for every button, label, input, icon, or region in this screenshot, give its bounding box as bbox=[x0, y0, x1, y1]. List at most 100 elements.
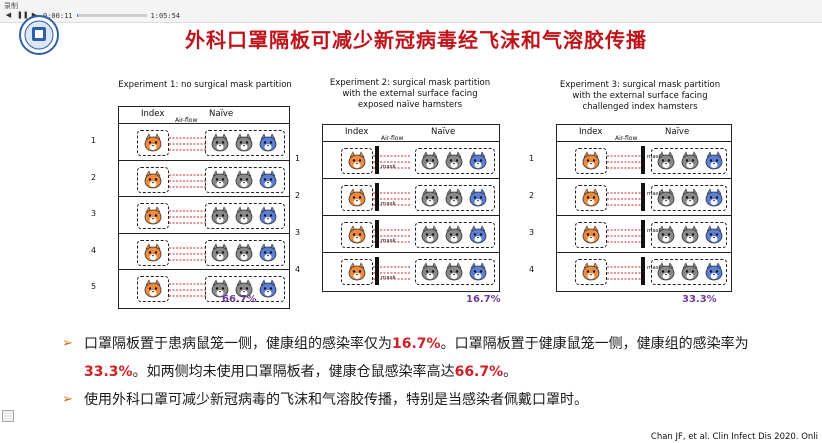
mask-label: mask bbox=[381, 275, 396, 281]
citation: Chan JF, et al. Clin Infect Dis 2020. On… bbox=[650, 432, 818, 442]
highlight-value: 33.3% bbox=[84, 364, 133, 380]
naive-cage bbox=[205, 276, 285, 302]
naive-cage bbox=[651, 222, 727, 248]
cage-row: 3 bbox=[91, 196, 289, 234]
naive-hamster-icon bbox=[469, 188, 487, 207]
naive-header: Naïve bbox=[209, 109, 234, 119]
index-cage bbox=[575, 259, 607, 285]
recorder-label: 录制 bbox=[4, 2, 18, 10]
cage-row: 2 bbox=[91, 159, 289, 198]
naive-cage bbox=[651, 148, 727, 174]
mask-label: mask bbox=[647, 191, 662, 197]
index-hamster-icon bbox=[144, 169, 162, 188]
naive-hamster-icon bbox=[705, 151, 723, 170]
naive-hamster-icon bbox=[657, 262, 675, 281]
mask-partition bbox=[375, 220, 379, 248]
cage-row: 4 bbox=[91, 232, 289, 271]
stop-icon[interactable]: ◀ bbox=[5, 11, 12, 19]
mask-partition bbox=[641, 220, 645, 248]
naive-cage bbox=[415, 222, 495, 248]
slide-title: 外科口罩隔板可减少新冠病毒经飞沫和气溶胶传播 bbox=[185, 28, 647, 52]
index-hamster-icon bbox=[144, 242, 162, 261]
naive-cage bbox=[205, 203, 285, 229]
airflow-label: Air-flow bbox=[175, 117, 198, 124]
university-logo bbox=[19, 15, 59, 55]
naive-hamster-icon bbox=[445, 225, 463, 244]
progress-bar[interactable] bbox=[76, 14, 147, 17]
naive-hamster-icon bbox=[211, 206, 229, 225]
record-icon[interactable]: ▶ bbox=[31, 11, 38, 19]
airflow-arrows bbox=[607, 192, 645, 206]
mask-partition bbox=[641, 257, 645, 285]
naive-hamster-icon bbox=[259, 169, 277, 188]
naive-hamster-icon bbox=[259, 279, 277, 298]
bullet-text: 口罩隔板置于患病鼠笼一侧，健康组的感染率仅为 bbox=[84, 336, 392, 352]
cage-row: 1 bbox=[91, 123, 289, 161]
naive-cage bbox=[205, 166, 285, 193]
experiment-title: Experiment 3: surgical mask partition wit… bbox=[544, 80, 736, 113]
index-cage bbox=[341, 185, 373, 211]
bullet-arrow-icon: ➢ bbox=[62, 336, 73, 351]
row-number: 4 bbox=[529, 265, 535, 274]
naive-hamster-icon bbox=[235, 242, 253, 261]
row-number: 3 bbox=[529, 228, 535, 237]
naive-hamster-icon bbox=[705, 188, 723, 207]
row-number: 4 bbox=[91, 245, 97, 255]
naive-hamster-icon bbox=[211, 279, 229, 298]
highlight-value: 66.7% bbox=[454, 364, 504, 380]
naive-hamster-icon bbox=[657, 151, 675, 170]
index-hamster-icon bbox=[348, 225, 366, 244]
naive-hamster-icon bbox=[445, 262, 463, 281]
mask-partition bbox=[375, 257, 379, 285]
index-cage bbox=[137, 239, 169, 266]
airflow-label: Air-flow bbox=[615, 135, 638, 142]
index-cage bbox=[137, 276, 169, 302]
airflow-arrows bbox=[607, 266, 645, 280]
bullet-text: 。口罩隔板置于健康鼠笼一侧，健康组的感染率为 bbox=[440, 336, 749, 352]
mask-partition bbox=[375, 183, 379, 211]
naive-hamster-icon bbox=[681, 262, 699, 281]
mask-label: mask bbox=[647, 154, 662, 160]
index-cage bbox=[341, 259, 373, 285]
sidebar-toggle-icon[interactable] bbox=[2, 410, 14, 422]
naive-cage bbox=[205, 239, 285, 266]
cage-row: 5 bbox=[91, 269, 289, 307]
pause-icon[interactable]: ❚❚ bbox=[17, 11, 29, 19]
naive-hamster-icon bbox=[235, 133, 253, 152]
naive-hamster-icon bbox=[681, 151, 699, 170]
airflow-arrows bbox=[169, 137, 207, 151]
mask-label: mask bbox=[381, 164, 396, 170]
experiment-title: Experiment 1: no surgical mask partition bbox=[105, 80, 305, 91]
elapsed-time: 0:00:11 bbox=[43, 11, 73, 20]
naive-cage bbox=[415, 148, 495, 174]
experiment-title-line: exposed naïve hamsters bbox=[357, 100, 463, 110]
cage-grid: Index Naïve Air-flow mask 1 mask 2 mask 3 mask 4 bbox=[529, 124, 732, 292]
index-hamster-icon bbox=[144, 279, 162, 298]
naive-hamster-icon bbox=[259, 206, 277, 225]
naive-hamster-icon bbox=[469, 225, 487, 244]
index-hamster-icon bbox=[582, 151, 600, 170]
index-hamster-icon bbox=[582, 188, 600, 207]
airflow-arrows bbox=[607, 155, 645, 169]
row-number: 5 bbox=[91, 282, 97, 291]
naive-hamster-icon bbox=[235, 206, 253, 225]
naive-hamster-icon bbox=[681, 188, 699, 207]
naive-hamster-icon bbox=[469, 151, 487, 170]
row-number: 1 bbox=[295, 154, 301, 163]
index-cage bbox=[137, 166, 169, 193]
cage-row: mask 4 bbox=[295, 252, 499, 290]
mask-label: mask bbox=[381, 201, 396, 207]
cage-grid: Index Naïve Air-flow mask 1 mask 2 mask 3 mask 4 bbox=[295, 124, 500, 292]
naive-hamster-icon bbox=[211, 133, 229, 152]
index-hamster-icon bbox=[582, 225, 600, 244]
naive-hamster-icon bbox=[657, 188, 675, 207]
naive-cage bbox=[415, 185, 495, 211]
naive-hamster-icon bbox=[421, 262, 439, 281]
cage-row: mask 2 bbox=[529, 178, 731, 216]
naive-hamster-icon bbox=[681, 225, 699, 244]
naive-hamster-icon bbox=[211, 169, 229, 188]
naive-cage bbox=[415, 259, 495, 285]
total-time: 1:05:54 bbox=[150, 11, 181, 20]
infection-rate: 33.3% bbox=[682, 294, 717, 305]
naive-hamster-icon bbox=[469, 262, 487, 281]
